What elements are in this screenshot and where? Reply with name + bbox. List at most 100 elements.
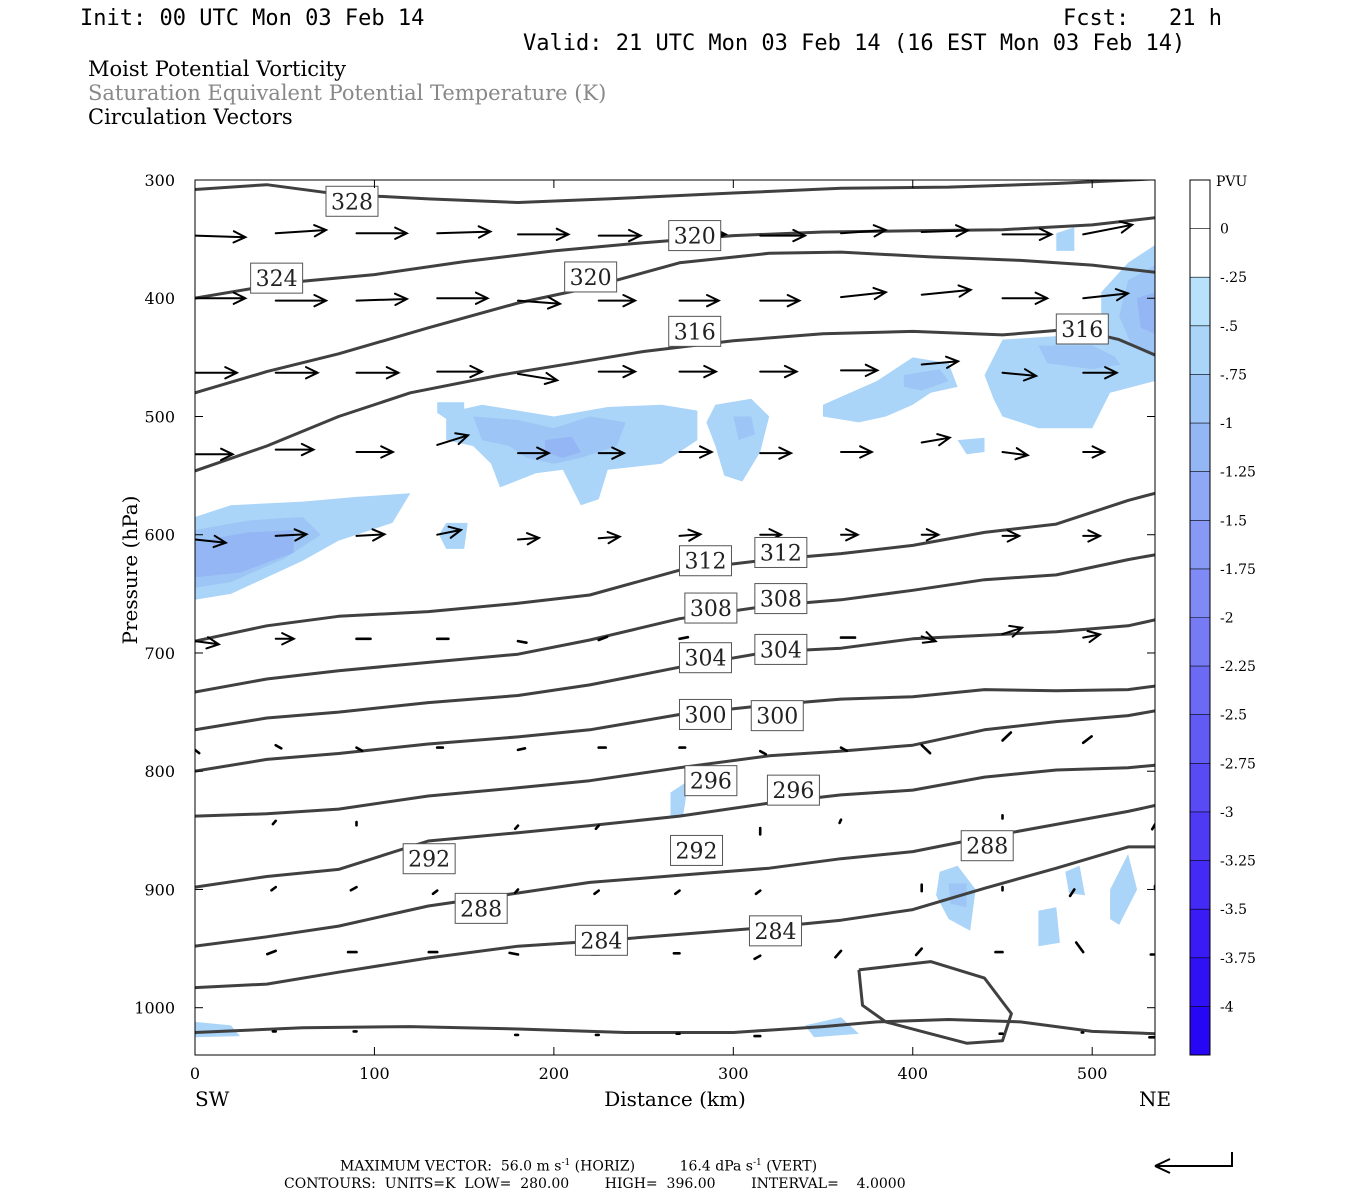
y-tick-label: 300 <box>144 171 175 190</box>
colorbar-label: -2 <box>1220 611 1234 627</box>
vert-tag: (VERT) <box>766 1158 818 1175</box>
contour-label: 292 <box>408 848 450 873</box>
circulation-vector <box>355 366 401 380</box>
colorbar-swatch <box>1190 714 1210 764</box>
colorbar-swatch <box>1190 520 1210 569</box>
circulation-vector <box>597 446 627 460</box>
contour-label: 296 <box>690 770 732 795</box>
horiz-tag: (HORIZ) <box>574 1158 636 1175</box>
forecast-hour: Fcst: 21 h <box>1063 6 1222 31</box>
contour-label: 320 <box>570 266 612 291</box>
contour-label: 316 <box>674 320 716 345</box>
circulation-vector <box>1082 529 1103 543</box>
colorbar-label: -1.25 <box>1220 465 1256 481</box>
colorbar-label: -1.5 <box>1220 513 1247 529</box>
circulation-vector <box>914 947 923 957</box>
contour-label-box <box>1055 313 1109 345</box>
circulation-vector <box>1082 288 1131 302</box>
colorbar-label: -.25 <box>1220 270 1247 286</box>
colorbar-label: -1 <box>1220 416 1234 432</box>
mpv-shaded-region <box>1038 345 1129 370</box>
circulation-vector <box>508 951 520 956</box>
circulation-vector <box>266 949 277 956</box>
circulation-vector <box>271 819 277 826</box>
contour-label: 288 <box>460 897 502 922</box>
axes: 300 400 500 600 700 800 900 1000 0 100 200 300 400 50… <box>134 171 1155 1083</box>
mpv-shaded-region <box>670 780 689 819</box>
circulation-vector <box>1082 220 1135 236</box>
theta-es-contour-308 <box>195 553 1155 694</box>
theta-es-contours <box>195 180 1155 1045</box>
mpv-shaded-region <box>823 357 958 423</box>
circulation-vector <box>1081 735 1093 745</box>
circulation-vector <box>513 824 520 831</box>
mpv-shaded-region <box>1110 854 1138 925</box>
colorbar-label: -3.25 <box>1220 854 1256 870</box>
contour-label-box <box>766 774 820 806</box>
circulation-vector <box>274 632 297 646</box>
circulation-vector <box>355 528 387 542</box>
circulation-vector <box>1001 624 1025 638</box>
contour-label: 284 <box>754 920 796 945</box>
colorbar-swatch <box>1190 471 1210 521</box>
circulation-vector <box>1082 366 1120 380</box>
contour-label-box <box>754 536 808 568</box>
contour-label: 320 <box>674 225 716 250</box>
circulation-vector <box>840 286 889 301</box>
colorbar-label: -3 <box>1220 805 1234 821</box>
circulation-vector <box>513 888 520 894</box>
contour-label: 316 <box>1061 318 1103 343</box>
colorbar-swatch <box>1190 228 1210 278</box>
vert-value: 16.4 dPa s <box>679 1158 753 1175</box>
circulation-vector <box>195 534 229 549</box>
circulation-vector <box>920 224 971 238</box>
theta-es-contour-304 <box>195 618 1155 732</box>
colorbar-swatch <box>1190 666 1210 715</box>
mpv-shaded-region <box>733 416 755 441</box>
colorbar-label: -1.75 <box>1220 562 1256 578</box>
contour-label-box <box>402 843 456 875</box>
circulation-vector <box>597 228 643 243</box>
contour-label: 304 <box>760 638 802 663</box>
circulation-vector <box>517 446 552 460</box>
contour-label: 296 <box>772 779 814 804</box>
colorbar-swatch <box>1190 1006 1210 1055</box>
theta-es-contour-288 <box>195 804 1155 948</box>
circulation-vector <box>593 889 600 896</box>
colorbar: 0 -.25 -.5 -.75 -1 -1.25 -1.5 -1.75 -2 -2.25 -2.5 -… <box>1189 179 1256 1056</box>
circulation-vector <box>274 528 309 542</box>
x-axis-label: Distance (km) <box>604 1087 746 1111</box>
contour-label: 284 <box>580 929 622 954</box>
circulation-vector <box>349 885 358 892</box>
title-theta-es: Saturation Equivalent Potential Temperat… <box>88 81 607 105</box>
circulation-vector <box>516 639 528 644</box>
contour-label-box <box>564 261 618 293</box>
theta-es-contour-300 <box>195 684 1155 773</box>
colorbar-label: -.5 <box>1220 319 1238 335</box>
mpv-shaded-region <box>544 436 581 458</box>
circulation-vector <box>1082 445 1107 459</box>
circulation-vector <box>517 227 571 241</box>
circulation-vector <box>839 746 848 753</box>
circulation-vector <box>355 746 364 753</box>
contour-label: 300 <box>684 703 726 728</box>
init-time: Init: 00 UTC Mon 03 Feb 14 <box>80 6 425 31</box>
contour-label-box <box>668 315 722 347</box>
contour-label: 288 <box>966 835 1008 860</box>
colorbar-swatch <box>1190 374 1210 424</box>
contour-labels: 328 324 320 320 316 316 312 312 308 308 304 304 300 3… <box>250 185 1109 956</box>
colorbar-swatch <box>1190 277 1210 326</box>
circulation-vector <box>517 296 563 310</box>
y-tick-label: 500 <box>144 407 175 426</box>
mpv-shaded-region <box>1056 227 1075 251</box>
circulation-vector <box>920 528 941 542</box>
contour-label: 324 <box>256 267 298 292</box>
contour-label: 308 <box>690 597 732 622</box>
circulation-vector <box>920 284 973 298</box>
circulation-vector <box>754 889 762 896</box>
y-tick-label: 400 <box>144 289 175 308</box>
x-tick-label: 0 <box>190 1064 200 1083</box>
contour-label-box <box>754 633 808 665</box>
colorbar-swatch <box>1190 860 1210 910</box>
